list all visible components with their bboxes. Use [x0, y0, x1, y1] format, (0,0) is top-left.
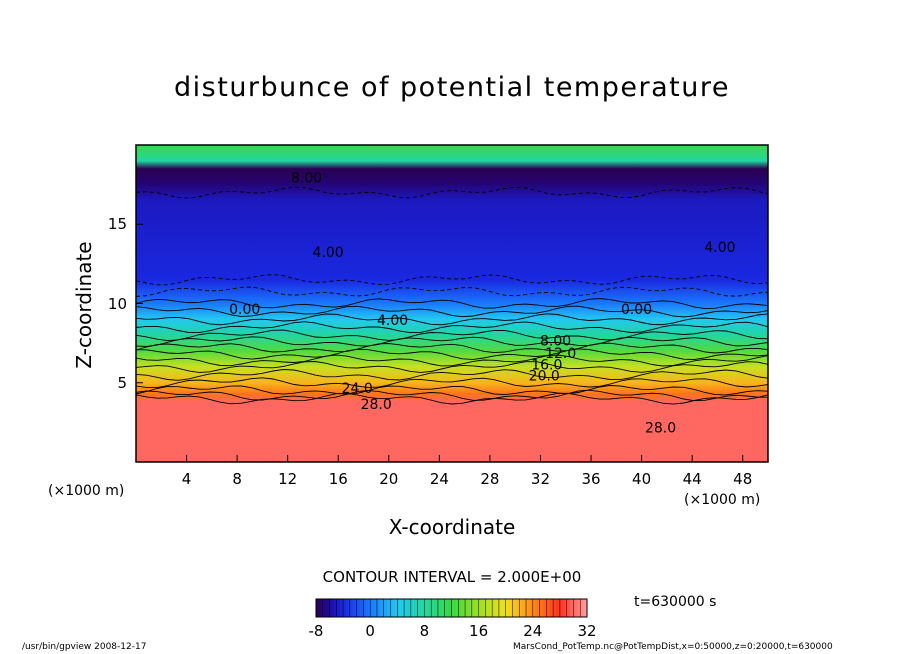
- contour-label: 28.0: [645, 421, 676, 437]
- y-tick-label: 5: [117, 373, 127, 392]
- contour-line: [135, 274, 769, 286]
- x-tick-label: 8: [232, 470, 242, 488]
- y-tick-label: 15: [107, 215, 127, 234]
- contour-line: [135, 186, 769, 199]
- colorbar-tick-label: -8: [308, 622, 324, 640]
- colorbar-tick-label: 32: [577, 622, 597, 640]
- contour-label: 16.0: [531, 357, 562, 373]
- x-tick-label: 16: [328, 470, 348, 488]
- x-tick-label: 4: [181, 470, 192, 488]
- x-unit-label-left: (×1000 m): [48, 483, 125, 499]
- contour-label: 24.0: [342, 381, 373, 397]
- contour-line: [135, 377, 769, 389]
- contour-line: [135, 313, 769, 326]
- x-axis-label: X-coordinate: [388, 515, 516, 539]
- x-tick-label: 28: [480, 470, 500, 488]
- x-unit-label-right: (×1000 m): [684, 492, 761, 508]
- x-tick-label: 12: [278, 470, 298, 488]
- contour-line: [135, 336, 769, 347]
- colorbar-tick-label: 8: [419, 622, 430, 640]
- contour-label: 0.00: [621, 302, 652, 318]
- contour-line: [135, 392, 769, 405]
- contour-line: [135, 389, 769, 402]
- x-tick-label: 48: [733, 470, 753, 488]
- contour-line: [135, 329, 769, 342]
- time-label: t=630000 s: [634, 594, 717, 610]
- contour-labels: 8.004.00 4.000.004.000.008.0012.016.020.0…: [229, 170, 735, 436]
- contour-line: [135, 342, 769, 354]
- axis-ticks: [136, 223, 744, 462]
- footer-command: /usr/bin/gpview 2008-12-17: [22, 642, 147, 652]
- x-tick-label: 32: [530, 470, 551, 488]
- contour-label: 12.0: [545, 346, 576, 362]
- contour-line: [135, 385, 769, 396]
- colorbar-tick-label: 0: [365, 622, 375, 640]
- contour-line: [135, 369, 769, 381]
- x-tick-label: 20: [379, 470, 399, 488]
- x-tick-label: 40: [632, 470, 652, 488]
- colorbar-tick-label: 24: [523, 622, 543, 640]
- contour-label: 4.00: [377, 313, 408, 329]
- contour-label: 0.00: [229, 302, 260, 318]
- contour-line: [135, 361, 769, 373]
- contour-label: 8.00: [540, 334, 571, 350]
- contour-line: [135, 354, 769, 367]
- contour-label: 20.0: [529, 368, 560, 384]
- contour-line: [136, 348, 769, 360]
- contour-label: 28.0: [361, 397, 392, 413]
- x-tick-label: 24: [429, 470, 449, 488]
- footer-source: MarsCond_PotTemp.nc@PotTempDist,x=0:5000…: [513, 642, 833, 652]
- contour-label: 4.00: [313, 245, 344, 261]
- contour-line: [135, 298, 769, 310]
- chart-title: disturbunce of potential temperature: [174, 72, 730, 103]
- temperature-field: [136, 145, 768, 462]
- colorbar-tick-label: 16: [469, 622, 489, 640]
- contour-lines: [135, 186, 769, 405]
- contour-label: 4.00: [704, 240, 735, 256]
- contour-label: 8.00: [291, 170, 322, 186]
- x-tick-label: 36: [581, 470, 601, 488]
- contour-interval-text: CONTOUR INTERVAL = 2.000E+00: [322, 568, 582, 586]
- y-tick-label: 10: [107, 294, 127, 313]
- colorbar-separators: [322, 599, 581, 617]
- contour-line: [135, 286, 769, 297]
- contour-line: [135, 321, 769, 334]
- contour-line: [135, 305, 769, 318]
- x-tick-label: 44: [682, 470, 702, 488]
